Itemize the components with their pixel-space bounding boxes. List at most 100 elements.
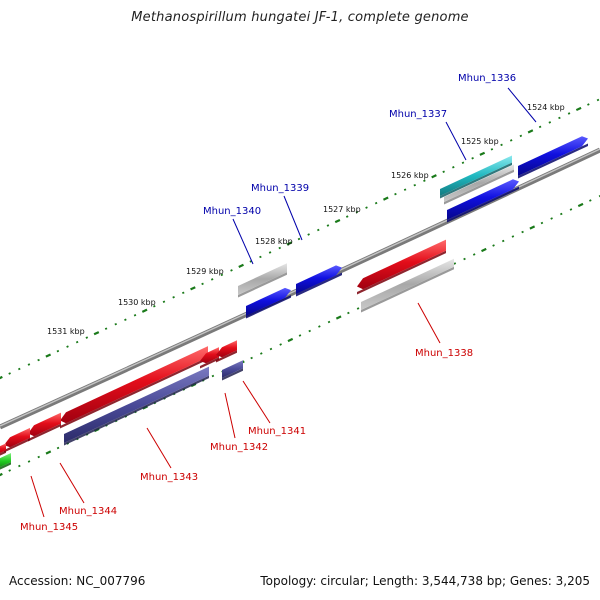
inner-tick-mark [327,320,331,324]
gene-label-mhun-1342: Mhun_1342 [210,442,268,453]
outer-tick-mark [201,282,204,286]
outer-tick-mark [374,201,378,205]
outer-tick-mark [297,237,301,241]
outer-tick-mark [519,134,523,138]
outer-tick-mark [190,286,196,291]
outer-tick-mark [93,331,100,336]
inner-tick-mark [308,329,311,333]
feature-mhun-1341-body [216,340,237,358]
outer-tick-mark [75,340,79,344]
outer-tick-mark [153,305,156,308]
accession-label: Accession: NC_007796 [9,574,146,588]
feature-gray-mid [238,263,287,298]
inner-tick-mark [347,311,350,315]
outer-tick-mark [66,345,69,348]
feature-gray-upper [444,164,514,205]
feature-mhun-1338-body [357,239,446,290]
outer-tick-mark [345,215,349,218]
feature-gray-lower-shade [361,266,454,313]
outer-tick-mark [114,322,118,326]
feature-cyan [440,155,512,199]
feature-mhun-1340-shade [246,295,291,319]
leader-line [507,87,537,123]
outer-tick-mark [490,148,494,151]
outer-tick-mark [509,139,513,142]
feature-mhun-1342-body [200,347,219,364]
outer-tick-mark [27,363,31,366]
outer-tick-mark [334,218,341,224]
outer-tick-mark [538,125,542,129]
outer-tick-mark [220,273,224,277]
gene-label-mhun-1344: Mhun_1344 [59,506,117,517]
feature-purple-1343-shade [64,375,209,446]
feature-mhun-1336-shade [518,143,588,179]
gene-label-mhun-1340: Mhun_1340 [203,206,261,217]
feature-mhun-1344-body [28,412,61,437]
inner-tick-mark [529,225,536,230]
feature-mhun-1342-shade [200,357,219,369]
feature-mhun-1338-shade [357,250,446,295]
outer-tick-mark [181,291,185,295]
gene-label-mhun-1345: Mhun_1345 [20,522,78,533]
feature-mhun-1340-body [246,287,291,316]
feature-gray-upper-body [444,164,514,202]
outer-tick-mark [575,106,582,112]
feature-edge-red-body [0,443,6,454]
inner-tick-mark [356,307,360,310]
feature-purple-1343-body [64,366,209,443]
feature-purple-1341 [222,360,243,381]
feature-gray-upper-shade [444,169,514,205]
outer-tick-mark [413,183,417,187]
scale-label: 1525 kbp [461,137,499,146]
outer-tick-mark [278,246,281,250]
inner-tick-mark [298,334,302,337]
outer-tick-mark [452,166,455,169]
outer-tick-mark [238,263,244,268]
feature-mhun-1345 [4,427,30,453]
inner-tick-mark [550,217,553,220]
map-title: Methanospirillum hungatei JF-1, complete… [131,10,469,25]
feature-purple-1343 [64,366,209,446]
outer-tick-mark [596,98,600,102]
inner-tick-mark [560,212,563,216]
gene-label-mhun-1337: Mhun_1337 [389,109,447,120]
feature-mhun-1336 [518,136,588,179]
feature-mhun-1337-body [447,179,519,220]
inner-tick-mark [453,262,457,265]
outer-tick-mark [355,210,359,214]
feature-mhun-1342 [200,347,219,369]
inner-tick-mark [318,325,321,328]
outer-tick-mark [587,103,590,106]
feature-mhun-1340 [246,287,291,319]
feature-mhun-1337-shade [447,186,519,223]
inner-tick-mark [540,221,544,225]
outer-tick-mark [85,336,89,339]
feature-mhun-1345-body [4,427,30,448]
feature-mhun-1344-shade [28,423,61,442]
inner-tick-mark [481,247,487,253]
scale-label: 1529 kbp [186,267,224,276]
inner-tick-mark [56,446,60,450]
gene-label-mhun-1339: Mhun_1339 [251,183,309,194]
feature-mhun-1339-shade [296,272,342,297]
leader-line [59,462,85,504]
outer-tick-mark [394,192,397,196]
outer-tick-mark [18,367,21,371]
feature-green-shade [0,462,11,470]
outer-tick-mark [527,129,534,134]
outer-tick-mark [0,375,3,380]
outer-tick-mark [286,241,293,246]
feature-mhun-1339-body [296,265,342,294]
scale-label: 1524 kbp [527,103,565,112]
feature-edge-red-shade [0,450,6,456]
inner-tick-mark [211,374,215,378]
inner-tick-mark [279,343,282,346]
outer-tick-mark [567,112,571,115]
leader-line [283,195,303,241]
feature-mhun-1336-body [518,136,588,176]
outer-tick-mark [8,372,11,375]
outer-tick-mark [423,179,426,182]
feature-mhun-1343-shade [60,357,208,429]
inner-tick-mark [577,202,584,208]
